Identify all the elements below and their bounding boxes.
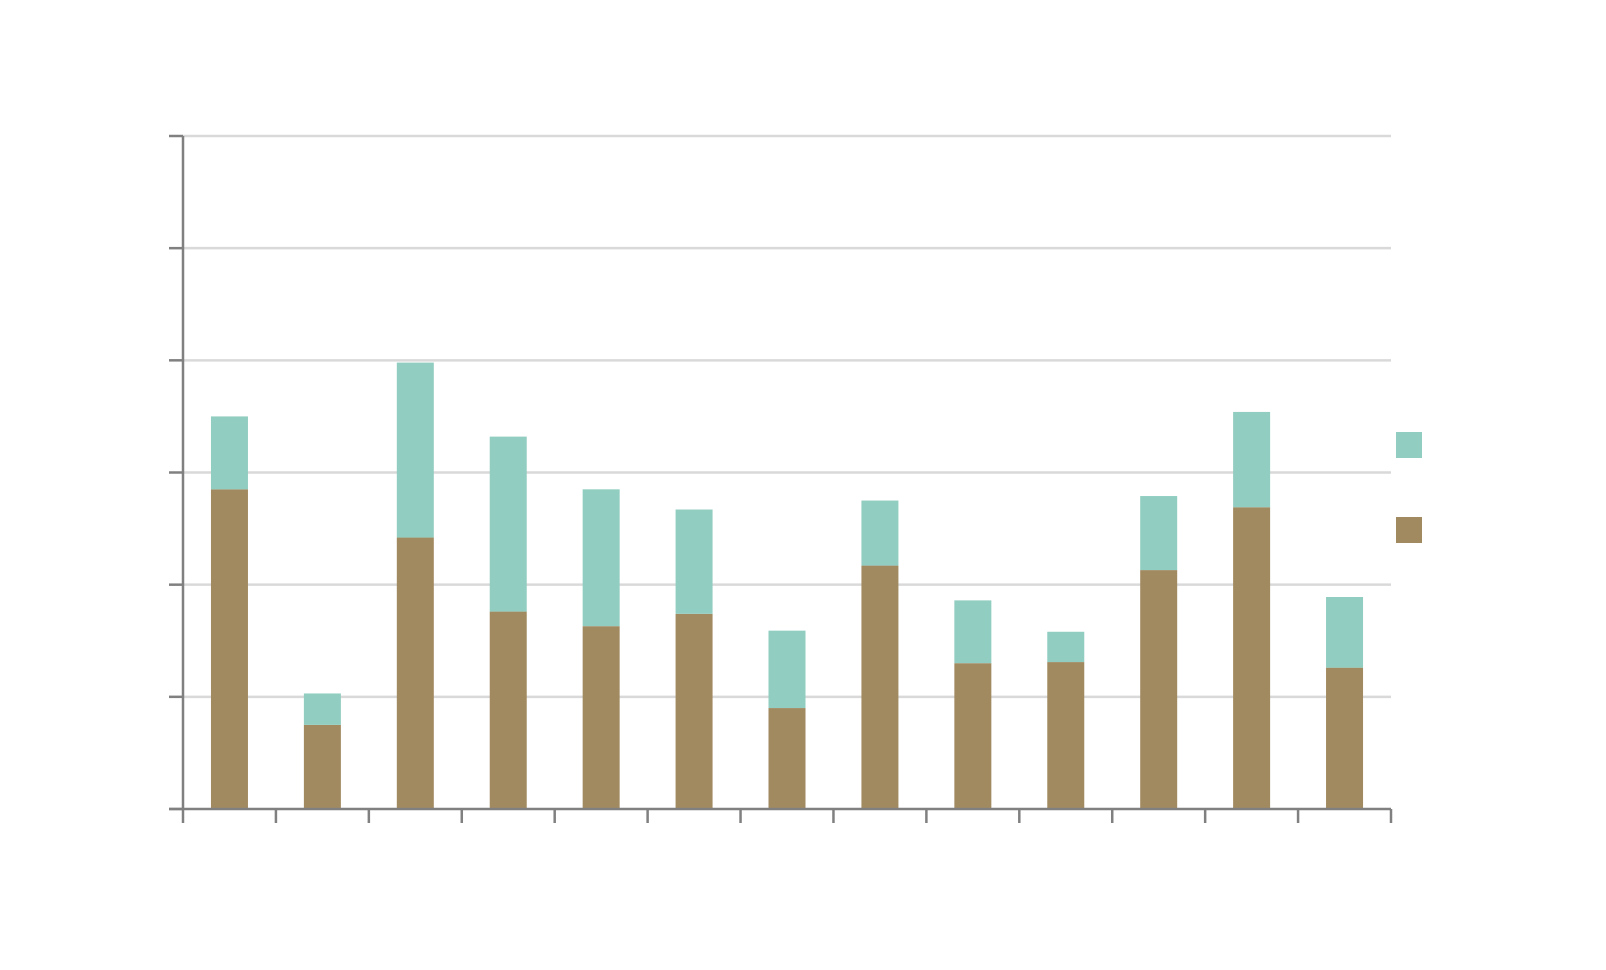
bar-series1-cat4 bbox=[489, 611, 527, 809]
bar-series1-cat8 bbox=[861, 565, 899, 809]
bar-series2-cat2 bbox=[303, 693, 341, 725]
legend-swatch-series1 bbox=[1396, 517, 1422, 543]
bar-series1-cat9 bbox=[954, 663, 992, 809]
bar-series1-cat7 bbox=[768, 708, 806, 809]
bar-series2-cat6 bbox=[675, 509, 713, 614]
bar-series1-cat10 bbox=[1047, 662, 1085, 809]
bar-series2-cat4 bbox=[489, 436, 527, 612]
bar-series1-cat2 bbox=[303, 724, 341, 809]
bar-series2-cat3 bbox=[396, 362, 434, 538]
gridlines bbox=[183, 134, 1391, 699]
bar-series1-cat6 bbox=[675, 613, 713, 809]
bars bbox=[210, 362, 1364, 809]
bar-series1-cat1 bbox=[210, 489, 248, 809]
bar-series1-cat11 bbox=[1140, 570, 1178, 809]
bar-series2-cat7 bbox=[768, 630, 806, 709]
bar-series2-cat13 bbox=[1326, 597, 1364, 668]
bar-series1-cat13 bbox=[1326, 667, 1364, 809]
bar-series1-cat3 bbox=[396, 537, 434, 809]
bar-series2-cat1 bbox=[210, 416, 248, 490]
bar-series2-cat5 bbox=[582, 489, 620, 627]
bar-series2-cat9 bbox=[954, 600, 992, 664]
bar-series2-cat8 bbox=[861, 500, 899, 566]
bar-series1-cat5 bbox=[582, 626, 620, 809]
bar-series1-cat12 bbox=[1233, 507, 1271, 809]
bar-series2-cat10 bbox=[1047, 631, 1085, 663]
axes bbox=[169, 134, 1393, 823]
legend bbox=[1396, 432, 1422, 543]
bar-series2-cat12 bbox=[1233, 411, 1271, 508]
legend-swatch-series2 bbox=[1396, 432, 1422, 458]
bar-series2-cat11 bbox=[1140, 496, 1178, 571]
